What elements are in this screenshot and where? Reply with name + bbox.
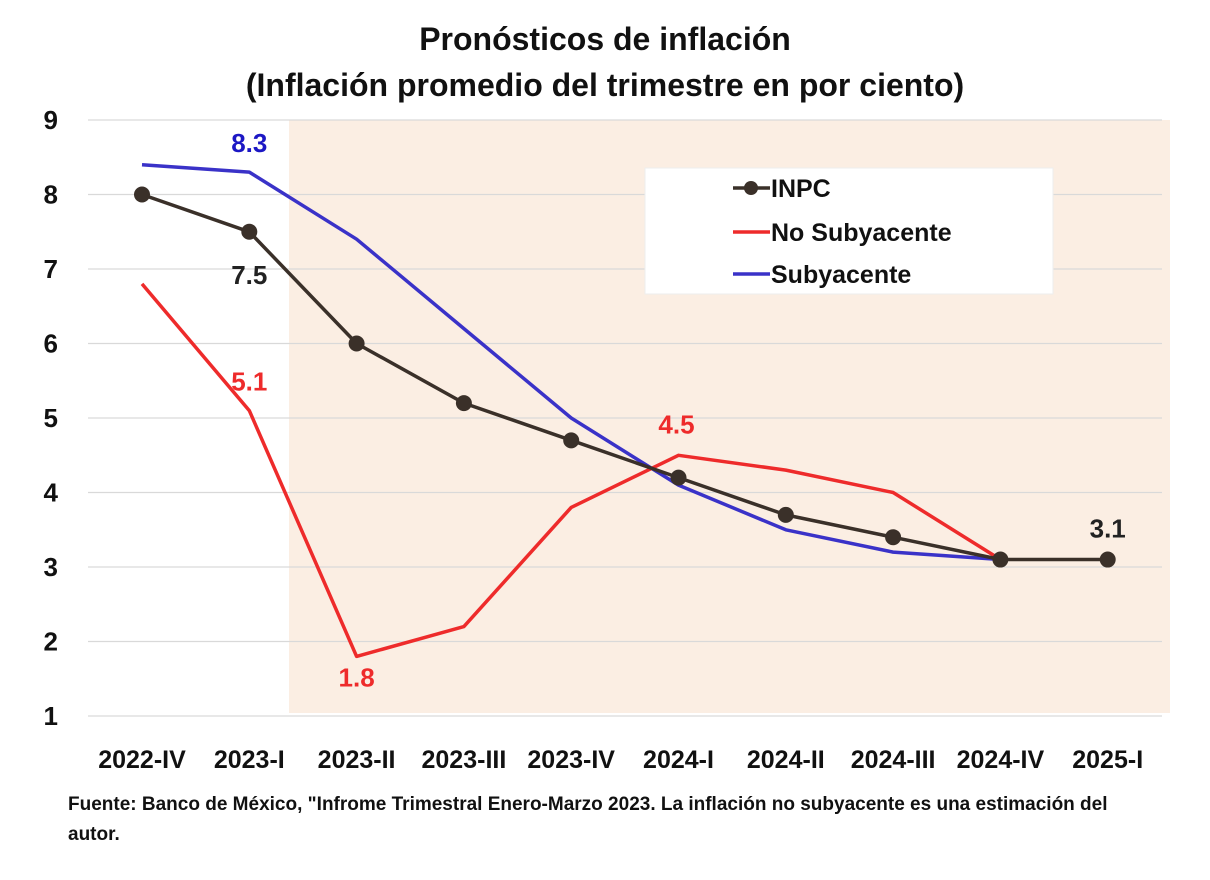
- data-label: 1.8: [339, 662, 375, 692]
- y-tick-label: 5: [44, 403, 58, 433]
- x-tick-label: 2024-III: [851, 746, 936, 774]
- series-line-no-subyacente: [140, 282, 1002, 659]
- x-tick-label: 2024-II: [747, 746, 825, 774]
- y-tick-label: 4: [44, 478, 59, 508]
- series-point: [134, 186, 150, 203]
- series-point: [455, 395, 472, 412]
- legend-entry: Subyacente: [771, 261, 911, 289]
- data-label: 7.5: [231, 260, 267, 290]
- data-label: 4.5: [658, 409, 694, 439]
- y-tick-label: 2: [44, 627, 58, 657]
- y-tick-label: 7: [44, 254, 58, 284]
- y-tick-label: 9: [44, 105, 58, 135]
- data-label: 5.1: [231, 367, 267, 397]
- legend-entry: INPC: [771, 175, 831, 203]
- y-tick-label: 6: [44, 329, 58, 359]
- x-tick-label: 2023-IV: [527, 746, 615, 774]
- chart-title: Pronósticos de inflación: [419, 21, 791, 57]
- x-tick-label: 2023-III: [422, 746, 507, 774]
- series-point: [670, 469, 687, 486]
- series-point: [777, 506, 794, 523]
- data-label: 3.1: [1090, 514, 1126, 544]
- series-line-inpc: [141, 192, 1108, 562]
- y-tick-label: 1: [44, 701, 58, 731]
- series-point: [1099, 551, 1116, 568]
- series-point: [992, 551, 1009, 568]
- series-point: [885, 529, 902, 546]
- y-tick-label: 8: [44, 180, 58, 210]
- x-tick-label: 2024-I: [643, 746, 714, 774]
- x-tick-label: 2025-I: [1072, 746, 1143, 774]
- chart-subtitle: (Inflación promedio del trimestre en por…: [246, 67, 964, 103]
- legend: INPC No Subyacente Subyacente: [644, 167, 1054, 295]
- legend-marker: [744, 181, 758, 195]
- source-note: Fuente: Banco de México, "Infrome Trimes…: [68, 794, 1108, 845]
- legend-box: [644, 167, 1054, 295]
- line-chart: Pronósticos de inflación (Inflación prom…: [44, 21, 1171, 774]
- x-tick-label: 2023-I: [214, 746, 285, 774]
- series-point: [348, 335, 365, 352]
- data-label: 8.3: [231, 128, 267, 158]
- x-tick-label: 2024-IV: [957, 746, 1045, 774]
- series-line-subyacente: [141, 162, 1001, 562]
- legend-entry: No Subyacente: [771, 219, 952, 247]
- series-point: [563, 432, 580, 449]
- series-point: [241, 223, 258, 240]
- y-tick-label: 3: [44, 552, 58, 582]
- x-tick-label: 2023-II: [318, 746, 396, 774]
- x-tick-label: 2022-IV: [98, 746, 186, 774]
